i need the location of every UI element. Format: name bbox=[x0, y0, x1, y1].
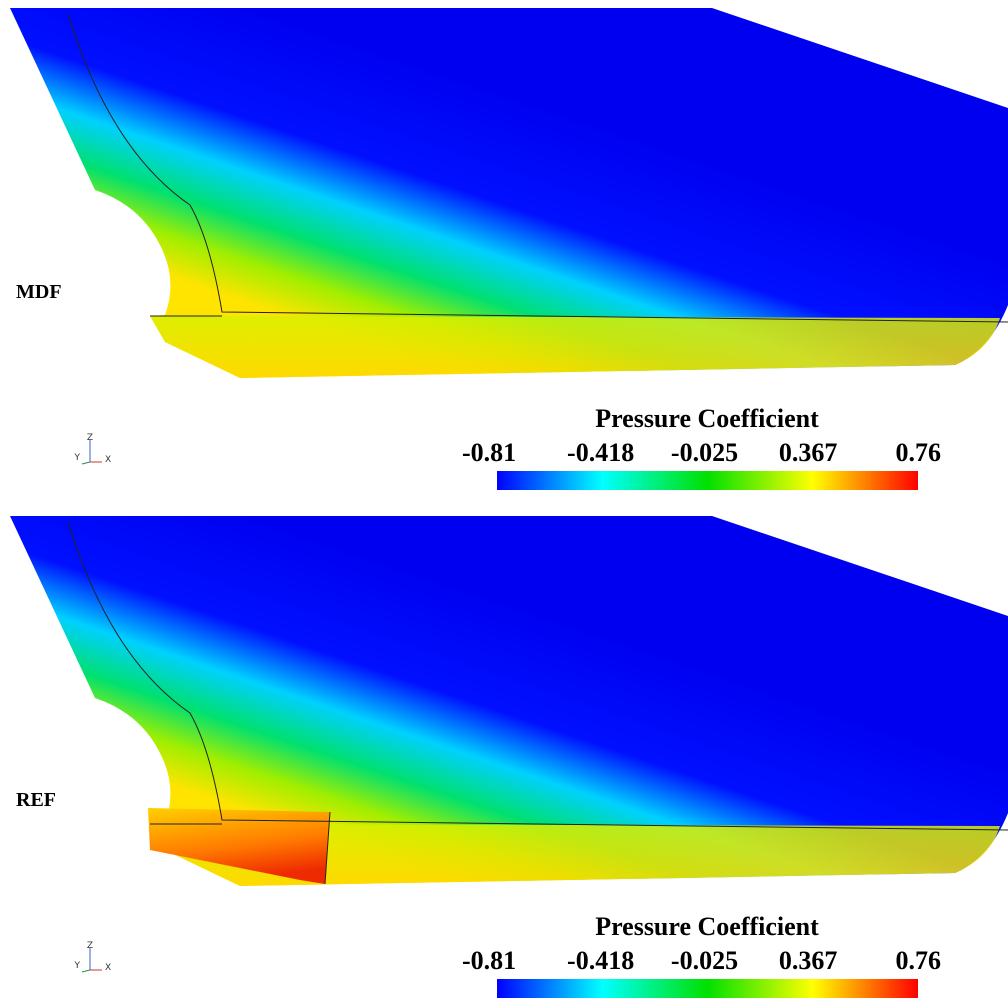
keel bbox=[150, 316, 1000, 378]
keel bbox=[150, 824, 1000, 886]
colorbar-tick-label: -0.418 bbox=[567, 946, 634, 975]
axis-label: Z bbox=[87, 433, 93, 443]
colorbar-tick-label: -0.81 bbox=[462, 438, 516, 467]
hull bbox=[10, 8, 1008, 378]
axis-label: Y bbox=[74, 961, 81, 971]
colorbar bbox=[497, 979, 918, 998]
colorbar-title: Pressure Coefficient bbox=[595, 912, 819, 941]
axis-label: X bbox=[105, 963, 111, 973]
axis-y bbox=[81, 461, 91, 465]
colorbar-tick-label: 0.367 bbox=[779, 438, 838, 467]
keel-aft bbox=[148, 808, 330, 884]
axis-label: Z bbox=[87, 941, 93, 951]
panel-label: MDF bbox=[16, 281, 62, 303]
colorbar-tick-label: -0.81 bbox=[462, 946, 516, 975]
axis-label: X bbox=[105, 455, 111, 465]
panel: MDF Pressure Coefficient -0.81 -0.418 -0.025… bbox=[10, 8, 1008, 490]
axis-label: Y bbox=[74, 453, 81, 463]
hull bbox=[10, 516, 1008, 886]
panel: REF Pressure Coefficient -0.81 -0.418 -0.025… bbox=[10, 516, 1008, 998]
panel-label: REF bbox=[16, 789, 56, 811]
colorbar-tick-label: 0.367 bbox=[779, 946, 838, 975]
colorbar-tick-label: 0.76 bbox=[896, 438, 942, 467]
colorbar-tick-label: -0.025 bbox=[671, 438, 738, 467]
edge-line bbox=[324, 811, 331, 885]
axis-y bbox=[81, 969, 91, 973]
colorbar-tick-label: -0.025 bbox=[671, 946, 738, 975]
colorbar bbox=[497, 471, 918, 490]
colorbar-tick-label: -0.418 bbox=[567, 438, 634, 467]
edge-line bbox=[67, 13, 1008, 323]
edge-line bbox=[67, 521, 1008, 831]
colorbar-tick-label: 0.76 bbox=[896, 946, 942, 975]
colorbar-title: Pressure Coefficient bbox=[595, 404, 819, 433]
